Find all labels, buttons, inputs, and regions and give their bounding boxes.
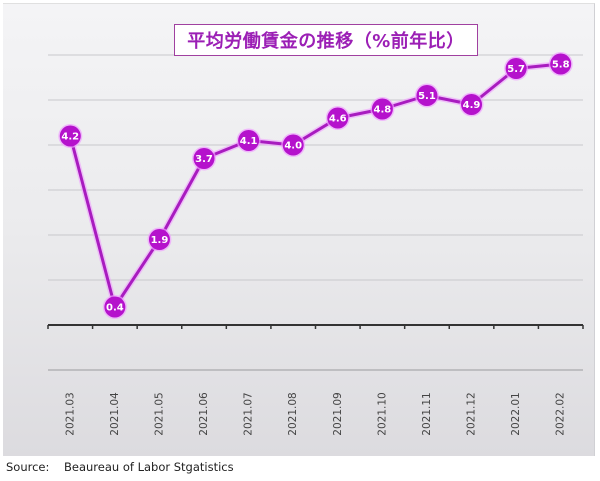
data-label: 1.9 bbox=[151, 235, 169, 246]
data-point: 5.8 bbox=[548, 52, 573, 76]
data-point: 5.1 bbox=[414, 83, 439, 108]
chart-title: 平均労働賃金の推移（%前年比） bbox=[187, 31, 465, 52]
x-tick-label: 2022.02 bbox=[555, 392, 567, 435]
x-tick-label: 2021.09 bbox=[332, 392, 344, 435]
x-tick-label: 2021.10 bbox=[376, 392, 388, 435]
x-tick-label: 2021.07 bbox=[243, 392, 255, 435]
data-label: 5.7 bbox=[507, 64, 525, 75]
source-note: Source: Beaureau of Labor Stgatistics bbox=[6, 460, 234, 474]
data-point: 5.7 bbox=[504, 56, 529, 81]
data-point: 4.8 bbox=[370, 97, 395, 121]
data-point: 4.9 bbox=[459, 92, 484, 117]
data-point: 3.7 bbox=[192, 146, 217, 171]
data-point: 4.1 bbox=[236, 128, 261, 153]
data-label: 4.0 bbox=[284, 141, 302, 152]
x-tick-label: 2021.11 bbox=[421, 392, 433, 435]
data-label: 4.9 bbox=[463, 100, 481, 111]
data-label: 5.8 bbox=[552, 60, 570, 71]
chart-area bbox=[3, 3, 595, 456]
data-point: 4.0 bbox=[281, 133, 306, 157]
data-point: 1.9 bbox=[147, 227, 172, 252]
data-point: 4.6 bbox=[325, 106, 350, 130]
data-label: 4.6 bbox=[329, 114, 347, 125]
data-label: 5.1 bbox=[418, 91, 436, 102]
data-point: 4.2 bbox=[58, 124, 83, 148]
data-label: 3.7 bbox=[195, 154, 213, 165]
x-tick-label: 2021.03 bbox=[64, 392, 76, 435]
data-label: 4.8 bbox=[374, 105, 392, 116]
data-point: 0.4 bbox=[102, 295, 127, 319]
x-tick-label: 2021.04 bbox=[109, 392, 121, 436]
x-tick-label: 2021.12 bbox=[466, 392, 478, 435]
x-tick-label: 2022.01 bbox=[510, 392, 522, 435]
data-label: 4.1 bbox=[240, 136, 258, 147]
chart-title-box: 平均労働賃金の推移（%前年比） bbox=[174, 24, 478, 56]
x-tick-label: 2021.08 bbox=[287, 392, 299, 435]
x-tick-label: 2021.06 bbox=[198, 392, 210, 436]
x-tick-label: 2021.05 bbox=[153, 392, 165, 435]
data-label: 4.2 bbox=[61, 132, 79, 143]
data-label: 0.4 bbox=[106, 303, 124, 314]
